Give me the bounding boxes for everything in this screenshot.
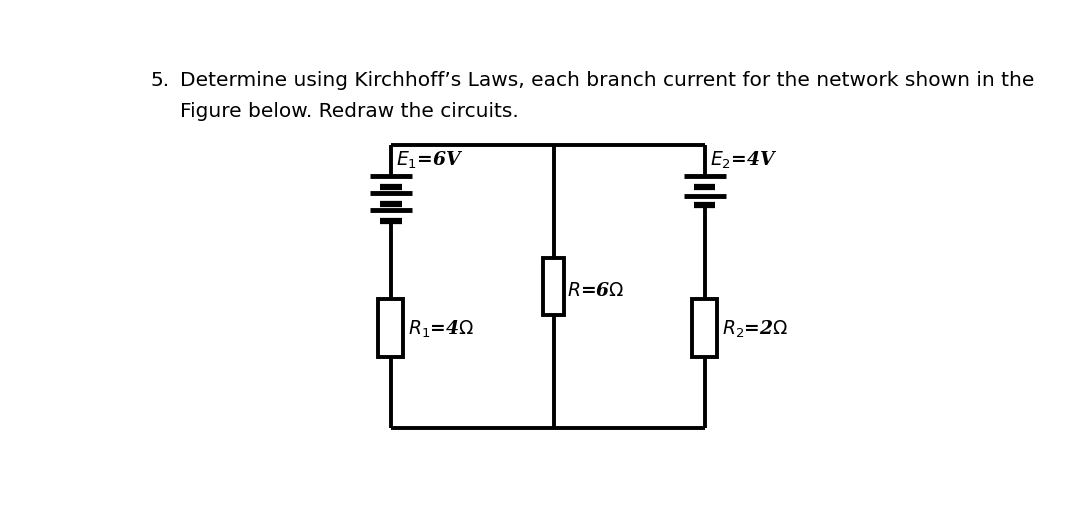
Bar: [543, 258, 564, 316]
Text: $R_2$=2$\Omega$: $R_2$=2$\Omega$: [721, 318, 788, 339]
Text: Figure below. Redraw the circuits.: Figure below. Redraw the circuits.: [180, 102, 518, 120]
Text: $E_1$=6V: $E_1$=6V: [396, 149, 463, 171]
Bar: [378, 299, 403, 357]
Bar: [692, 299, 717, 357]
Text: $R_1$=4$\Omega$: $R_1$=4$\Omega$: [408, 318, 474, 339]
Text: 5.: 5.: [150, 71, 170, 90]
Text: $R$=6$\Omega$: $R$=6$\Omega$: [567, 282, 625, 300]
Text: Determine using Kirchhoff’s Laws, each branch current for the network shown in t: Determine using Kirchhoff’s Laws, each b…: [180, 71, 1035, 90]
Text: $E_2$=4V: $E_2$=4V: [710, 149, 778, 171]
